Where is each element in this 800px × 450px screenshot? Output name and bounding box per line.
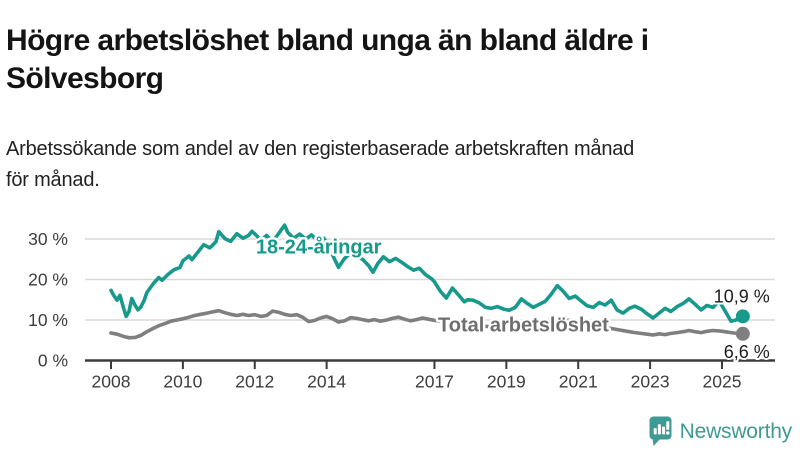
newsworthy-logo: Newsworthy: [649, 416, 792, 447]
newsworthy-logo-text: Newsworthy: [679, 419, 793, 443]
y-tick-label: 20 %: [28, 270, 68, 290]
series-line-total-arbetslöshet: [109, 308, 745, 340]
x-tick-label: 2008: [92, 372, 131, 392]
end-value-label-total-arbetslöshet: 6,6 %: [724, 342, 770, 362]
series-end-dot-total-arbetslöshet: [735, 326, 750, 341]
chart-subtitle-line-1: Arbetssökande som andel av den registerb…: [6, 138, 635, 160]
y-tick-label: 0 %: [38, 351, 68, 371]
x-tick-label: 2025: [703, 372, 742, 392]
series-end-dot-18-24-åringar: [735, 309, 750, 324]
series-line-18-24-åringar: [109, 223, 745, 323]
y-tick-label: 30 %: [28, 229, 68, 249]
x-tick-label: 2019: [487, 372, 526, 392]
chart-subtitle: Arbetssökande som andel av den registerb…: [6, 134, 634, 196]
x-tick-label: 2017: [415, 372, 454, 392]
x-tick-label: 2023: [631, 372, 670, 392]
end-value-label-18-24-åringar: 10,9 %: [714, 286, 770, 306]
page-title-line-1: Högre arbetslöshet bland unga än bland ä…: [6, 24, 649, 58]
series-label-18-24-åringar: 18-24-åringar: [256, 236, 382, 259]
speech-bubble-bar-chart-icon: [649, 416, 672, 446]
series-label-total-arbetslöshet: Total arbetslöshet: [438, 314, 609, 336]
page-title-line-2: Sölvesborg: [6, 62, 164, 96]
x-tick-label: 2021: [559, 372, 598, 392]
x-tick-label: 2010: [163, 372, 202, 392]
chart-subtitle-line-2: för månad.: [6, 169, 100, 191]
page-title: Högre arbetslöshet bland unga än bland ä…: [6, 22, 649, 98]
x-tick-label: 2012: [235, 372, 274, 392]
x-tick-label: 2014: [307, 372, 346, 392]
y-tick-label: 10 %: [28, 310, 68, 330]
